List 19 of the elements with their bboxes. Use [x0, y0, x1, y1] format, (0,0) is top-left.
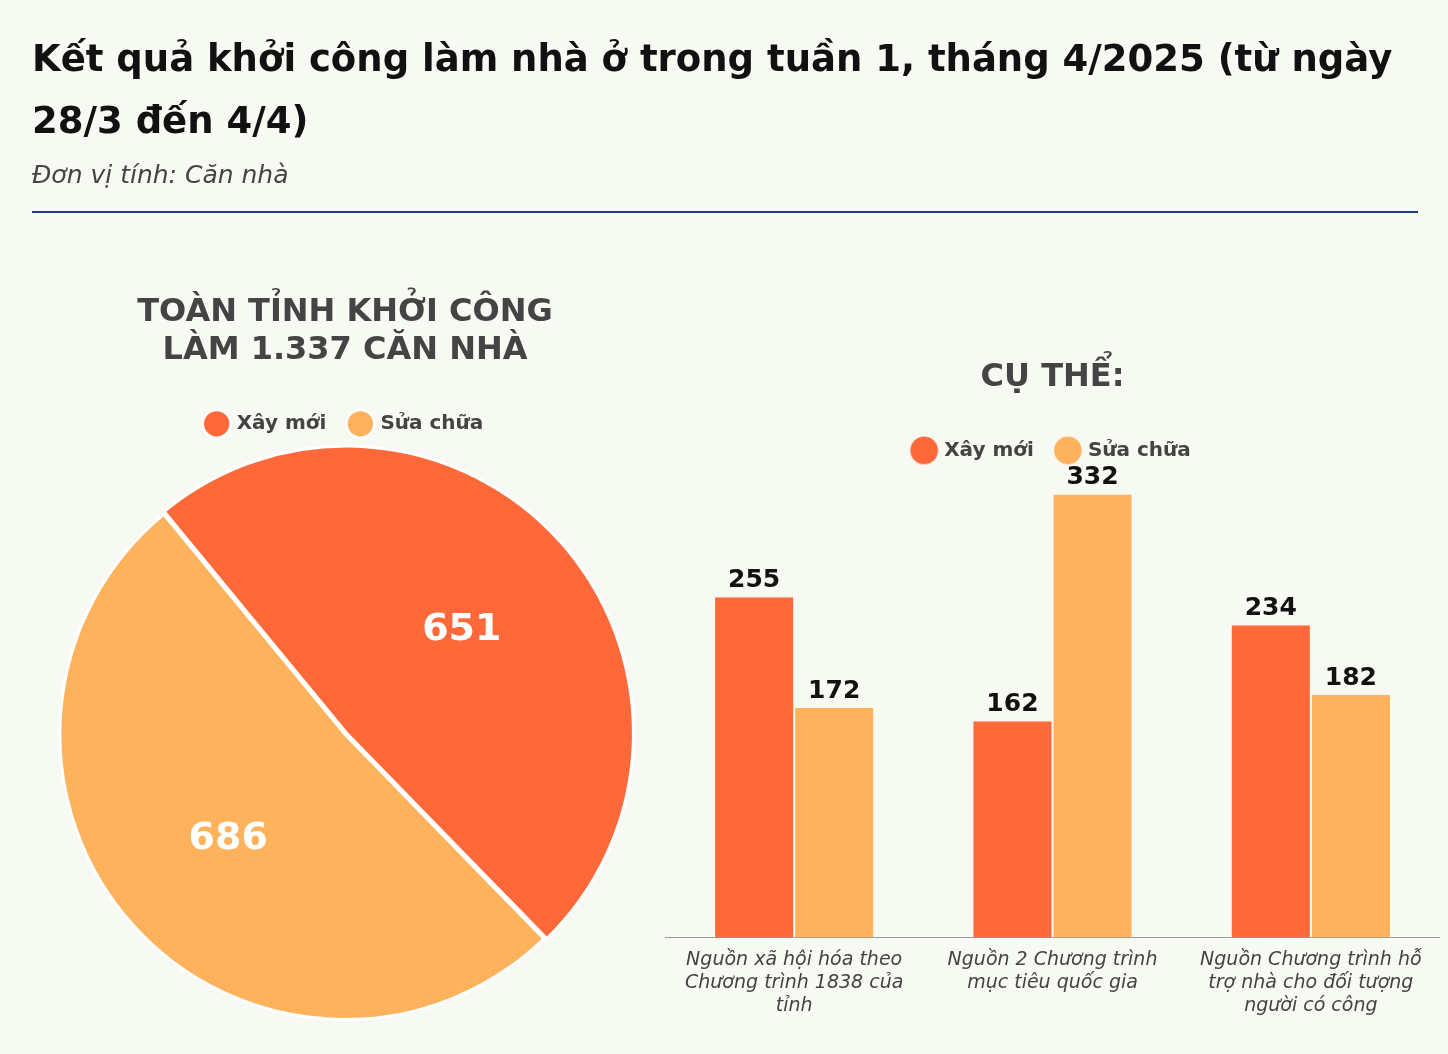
data-label: 182 — [1324, 661, 1377, 691]
x-tick-label: Nguồn xã hội hóa theo Chương trình 1838 của tỉnh — [685, 946, 904, 1015]
data-label: 332 — [1066, 461, 1119, 491]
data-label: 255 — [728, 564, 781, 594]
data-label: 172 — [808, 675, 861, 704]
data-label: 651 — [422, 604, 502, 649]
text: Kết quả khởi công làm nhà ở trong tuần 1, tháng 4/2025 (từ ngày 28/3 đến 4/4) — [32, 36, 1394, 144]
data-label: 686 — [188, 813, 268, 858]
legend-label: Sửa chữa — [380, 410, 484, 434]
chart-subtitle: Đơn vị tính: Căn nhà — [32, 160, 289, 189]
data-label: 162 — [986, 688, 1039, 718]
legend-label: Xây mới — [944, 436, 1034, 461]
text: TOÀN TỈNH KHỞI CÔNG LÀM 1.337 CĂN NHÀ — [137, 286, 553, 367]
chart-title: CỤ THỂ: — [980, 350, 1125, 394]
legend-label: Xây mới — [236, 410, 327, 434]
data-label: 234 — [1244, 592, 1297, 622]
legend-label: Sửa chữa — [1087, 436, 1191, 461]
x-tick-label: Nguồn Chương trình hỗ trợ nhà cho đối tượng người có công — [1200, 946, 1422, 1015]
x-tick-label: Nguồn 2 Chương trình mục tiêu quốc gia — [947, 946, 1158, 992]
